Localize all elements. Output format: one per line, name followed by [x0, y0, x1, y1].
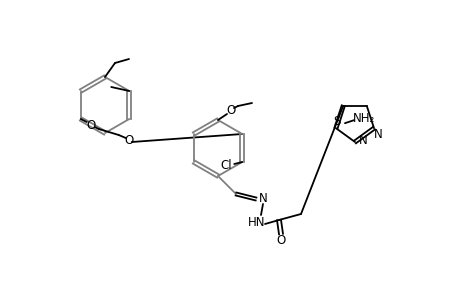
Text: O: O	[86, 118, 95, 131]
Text: S: S	[333, 115, 340, 128]
Text: N: N	[258, 193, 267, 206]
Text: O: O	[276, 233, 285, 247]
Text: NH₂: NH₂	[352, 112, 374, 125]
Text: HN: HN	[248, 215, 265, 229]
Text: N: N	[373, 128, 381, 141]
Text: O: O	[226, 103, 235, 116]
Text: Cl: Cl	[220, 158, 231, 172]
Text: O: O	[124, 134, 133, 146]
Text: N: N	[358, 134, 367, 146]
